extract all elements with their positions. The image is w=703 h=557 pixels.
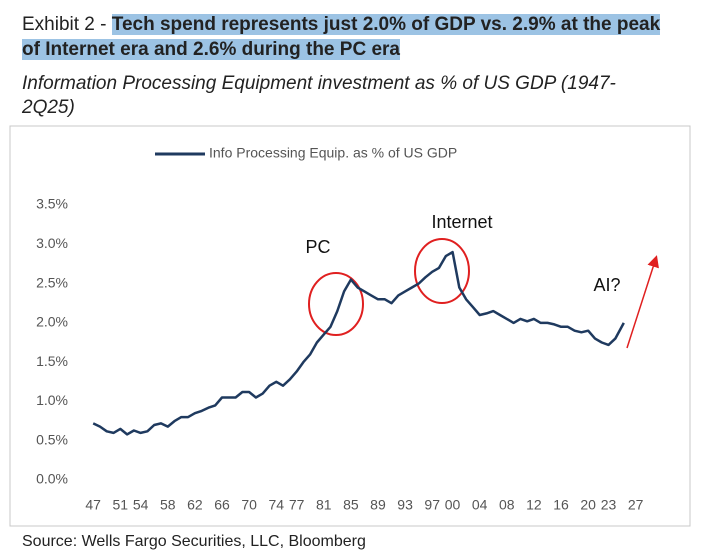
x-tick-label: 00 [445,497,461,513]
y-tick-label: 0.5% [36,431,68,447]
subtitle: Information Processing Equipment investm… [22,73,616,118]
internet-circle [414,238,470,304]
x-tick-label: 70 [241,497,257,513]
x-tick-label: 12 [526,497,542,513]
x-tick-label: 81 [316,497,332,513]
x-tick-label: 47 [85,497,101,513]
x-tick-label: 16 [553,497,569,513]
title-label: Exhibit 2 - [22,14,107,35]
chart-frame [9,125,691,527]
x-tick-label: 51 [113,497,129,513]
legend-label: Info Processing Equip. as % of US GDP [209,145,457,161]
x-tick-label: 93 [397,497,413,513]
y-tick-label: 3.0% [36,235,68,251]
x-tick-label: 23 [601,497,617,513]
pc-circle [308,272,364,336]
x-tick-label: 04 [472,497,488,513]
y-tick-label: 1.0% [36,392,68,408]
x-tick-label: 58 [160,497,176,513]
source: Source: Wells Fargo Securities, LLC, Blo… [22,533,366,550]
chart: PC Internet AI? 0.0% 0.5% 1.0% 1.5% 2.0% 2.5%… [9,125,691,527]
header: Exhibit 2 - Tech spend represents just 2… [22,12,682,62]
data-line [92,250,625,436]
annotation: PC [305,237,330,257]
x-tick-label: 89 [370,497,386,513]
x-tick-label: 66 [214,497,230,513]
x-tick-label: 77 [289,497,305,513]
ai-arrow [626,255,659,349]
y-tick-label: 2.0% [36,314,68,330]
x-tick-label: 74 [268,497,284,513]
x-tick-label: 62 [187,497,203,513]
x-tick-label: 20 [580,497,596,513]
y-tick-label: 0.0% [36,471,68,487]
y-tick-label: 2.5% [36,274,68,290]
annotation: AI? [593,275,620,295]
x-tick-label: 97 [424,497,440,513]
x-tick-label: 08 [499,497,515,513]
annotation: Internet [431,212,492,232]
x-tick-label: 27 [628,497,644,513]
y-tick-label: 3.5% [36,196,68,212]
x-tick-label: 54 [133,497,149,513]
x-tick-label: 85 [343,497,359,513]
y-tick-label: 1.5% [36,353,68,369]
